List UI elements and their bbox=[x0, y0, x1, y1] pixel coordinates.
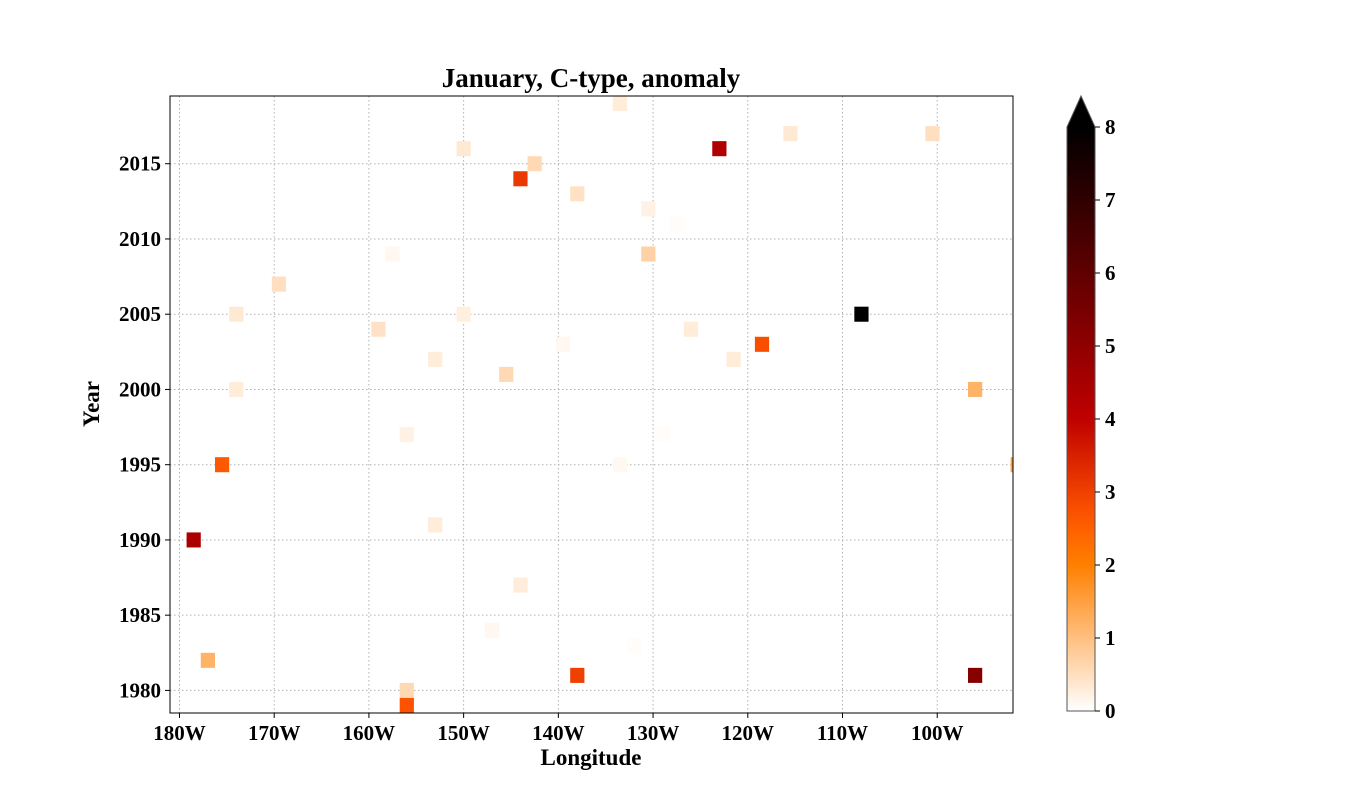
heatmap-cell bbox=[641, 246, 656, 262]
y-axis-ticks: 1980 1985 1990 1995 2000 2005 2010 2015 bbox=[119, 152, 170, 702]
heatmap-cell bbox=[399, 697, 414, 713]
x-tick-label: 120W bbox=[722, 721, 775, 745]
x-axis-label: Longitude bbox=[541, 745, 642, 770]
y-tick-label: 1985 bbox=[119, 603, 161, 627]
colorbar-tick-label: 1 bbox=[1105, 626, 1116, 650]
heatmap-cell bbox=[612, 96, 628, 112]
heatmap-cell bbox=[200, 652, 215, 668]
heatmap-cell bbox=[726, 351, 741, 367]
y-tick-label: 2000 bbox=[119, 377, 161, 401]
colorbar-tick-label: 6 bbox=[1105, 261, 1116, 285]
colorbar-tick-label: 4 bbox=[1105, 407, 1116, 431]
heatmap-cell bbox=[513, 171, 528, 187]
heatmap-cell bbox=[925, 126, 940, 142]
y-tick-label: 2005 bbox=[119, 302, 161, 326]
heatmap-cell bbox=[1010, 457, 1013, 473]
chart-title: January, C-type, anomaly bbox=[442, 63, 741, 93]
plot-frame bbox=[169, 95, 1014, 714]
heatmap-cell bbox=[655, 427, 670, 443]
heatmap-cell bbox=[854, 306, 869, 322]
heatmap-cell bbox=[527, 156, 542, 172]
colorbar-ticks: 0 1 2 3 4 5 6 7 8 bbox=[1095, 115, 1116, 723]
data-cells bbox=[186, 96, 1013, 713]
heatmap-cell bbox=[229, 381, 244, 397]
heatmap-cell bbox=[968, 667, 983, 683]
x-tick-label: 160W bbox=[343, 721, 396, 745]
colorbar-tick-label: 2 bbox=[1105, 553, 1116, 577]
heatmap-cell bbox=[399, 427, 414, 443]
heatmap-cell bbox=[371, 321, 386, 337]
colorbar-tick-label: 0 bbox=[1105, 699, 1116, 723]
heatmap-cell bbox=[428, 351, 443, 367]
x-tick-label: 100W bbox=[911, 721, 964, 745]
heatmap-cell bbox=[499, 366, 514, 382]
heatmap-cell bbox=[570, 667, 585, 683]
heatmap-cell bbox=[754, 336, 770, 352]
heatmap-cell bbox=[484, 622, 500, 638]
y-axis-label: Year bbox=[79, 381, 104, 427]
heatmap-cell bbox=[555, 336, 571, 352]
colorbar-extend-arrow bbox=[1067, 96, 1095, 127]
x-tick-label: 150W bbox=[437, 721, 490, 745]
x-axis-ticks: 180W 170W 160W 150W 140W 130W 120W 110W 100W bbox=[153, 713, 963, 745]
x-tick-label: 110W bbox=[817, 721, 868, 745]
heatmap-cell bbox=[712, 141, 727, 157]
colorbar-gradient bbox=[1067, 127, 1095, 711]
colorbar-tick-label: 3 bbox=[1105, 480, 1116, 504]
colorbar-tick-label: 7 bbox=[1105, 188, 1116, 212]
heatmap-cell bbox=[399, 682, 414, 698]
heatmap-cell bbox=[271, 276, 287, 292]
y-tick-label: 1980 bbox=[119, 678, 161, 702]
heatmap-cell bbox=[627, 637, 642, 653]
plot-area bbox=[170, 96, 1013, 713]
heatmap-cell bbox=[428, 517, 443, 533]
heatmap-cell bbox=[612, 457, 628, 473]
y-tick-label: 1990 bbox=[119, 528, 161, 552]
x-tick-label: 170W bbox=[248, 721, 301, 745]
heatmap-cell bbox=[456, 306, 471, 322]
x-tick-label: 140W bbox=[532, 721, 585, 745]
heatmap-cell bbox=[214, 457, 230, 473]
heatmap-cell bbox=[683, 321, 699, 337]
heatmap-cell bbox=[641, 201, 656, 217]
grid-lines bbox=[170, 96, 1013, 713]
y-tick-label: 2015 bbox=[119, 152, 161, 176]
x-tick-label: 130W bbox=[627, 721, 680, 745]
heatmap-cell bbox=[570, 186, 585, 202]
heatmap-cell bbox=[186, 532, 201, 548]
colorbar: 0 1 2 3 4 5 6 7 8 bbox=[1066, 94, 1116, 723]
heatmap-cell bbox=[968, 381, 983, 397]
heatmap-cell bbox=[229, 306, 244, 322]
heatmap-cell bbox=[385, 246, 400, 262]
colorbar-outline bbox=[1066, 94, 1096, 712]
colorbar-tick-label: 8 bbox=[1105, 115, 1116, 139]
heatmap-cell bbox=[669, 216, 684, 232]
y-tick-label: 2010 bbox=[119, 227, 161, 251]
x-tick-label: 180W bbox=[153, 721, 206, 745]
heatmap-cell bbox=[513, 577, 528, 593]
colorbar-tick-label: 5 bbox=[1105, 334, 1116, 358]
heatmap-cell bbox=[456, 141, 471, 157]
y-tick-label: 1995 bbox=[119, 453, 161, 477]
heatmap-cell bbox=[783, 126, 798, 142]
